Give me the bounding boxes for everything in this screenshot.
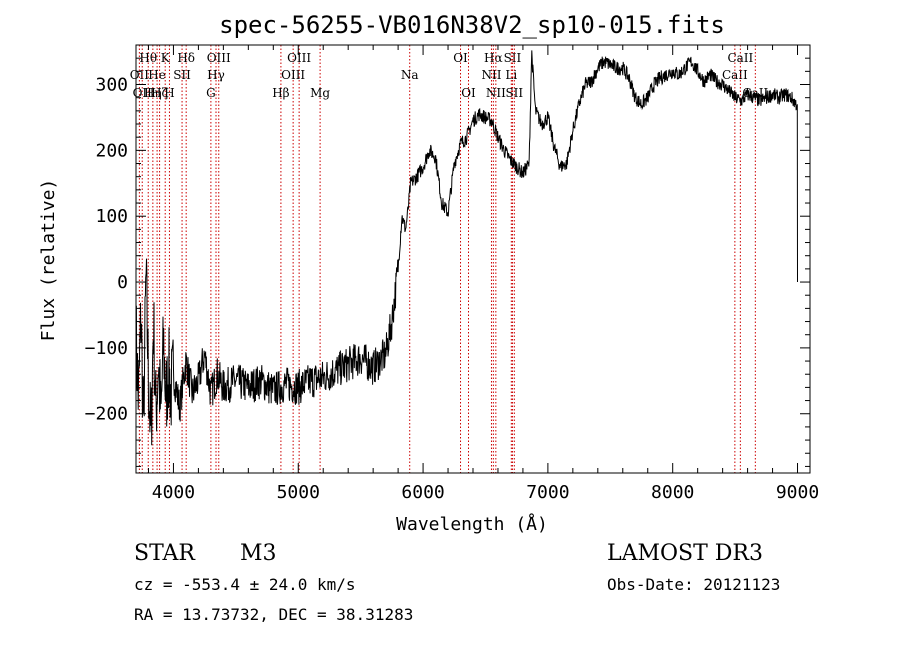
line-marker-label: K	[161, 51, 171, 65]
x-tick-label: 9000	[776, 482, 819, 503]
object-subclass: M3	[240, 541, 277, 566]
line-marker-label: SII	[504, 51, 522, 65]
line-marker-label: OII	[130, 68, 150, 82]
line-marker-label: CaII	[722, 68, 748, 82]
line-marker-label: OI	[453, 51, 468, 65]
y-tick-label: 300	[95, 75, 128, 96]
object-class: STAR	[134, 541, 195, 566]
line-marker-label: Hα	[484, 51, 503, 65]
chart-title: spec-56255-VB016N38V2_sp10-015.fits	[219, 11, 725, 39]
x-tick-label: 5000	[277, 482, 320, 503]
survey-name: LAMOST DR3	[607, 541, 763, 566]
x-tick-label: 7000	[526, 482, 569, 503]
line-marker-label: Na	[401, 68, 419, 82]
y-tick-label: 100	[95, 206, 128, 227]
y-tick-label: 0	[117, 272, 128, 293]
y-tick-label: 200	[95, 140, 128, 161]
line-marker-label: Hθ	[139, 51, 157, 65]
line-marker-label: CaII	[727, 51, 753, 65]
x-axis-label: Wavelength (Å)	[396, 513, 548, 535]
line-marker-label: Hζ	[151, 86, 168, 100]
axis-ticks: 4000 5000 6000 7000 8000 9000 −200 −100 0 100 200 3…	[85, 45, 819, 503]
line-marker-label: G	[206, 86, 216, 100]
line-marker-label: H	[164, 86, 174, 100]
line-marker-label: Mg	[310, 86, 330, 100]
line-marker-label: NII	[481, 68, 501, 82]
x-tick-label: 6000	[401, 482, 444, 503]
line-marker-label: NII	[486, 86, 506, 100]
line-marker-label: Hη	[144, 86, 162, 100]
flux-series-line	[135, 50, 798, 446]
x-tick-label: 8000	[651, 482, 694, 503]
obs-date: Obs-Date: 20121123	[607, 575, 781, 594]
line-marker-label: Hγ	[207, 68, 225, 82]
line-marker-label: SII	[173, 68, 191, 82]
spectrum-plot: spec-56255-VB016N38V2_sp10-015.fits OIIO…	[38, 11, 819, 535]
line-marker-label: OI	[461, 86, 476, 100]
line-marker-label: OIII	[207, 51, 231, 65]
y-tick-label: −100	[85, 338, 128, 359]
line-marker-label: Li	[505, 68, 517, 82]
y-axis-label: Flux (relative)	[38, 179, 59, 342]
redshift-text: cz = -553.4 ± 24.0 km/s	[134, 575, 356, 594]
line-marker-label: OIII	[281, 68, 305, 82]
line-marker-label: OIII	[287, 51, 311, 65]
x-tick-label: 4000	[152, 482, 195, 503]
coordinates-text: RA = 13.73732, DEC = 38.31283	[134, 605, 414, 624]
emission-line-markers: OII OII Hθ Hη He Hζ K H SII Hδ G Hγ OIII Hβ OIII OIII Mg…	[130, 45, 768, 473]
line-marker-label: OII	[133, 86, 153, 100]
line-marker-label: SII	[505, 86, 523, 100]
plot-frame	[135, 44, 811, 474]
line-marker-label: Hδ	[177, 51, 195, 65]
y-tick-label: −200	[85, 404, 128, 425]
line-marker-label: Hβ	[272, 86, 289, 100]
line-marker-label: He	[148, 68, 166, 82]
